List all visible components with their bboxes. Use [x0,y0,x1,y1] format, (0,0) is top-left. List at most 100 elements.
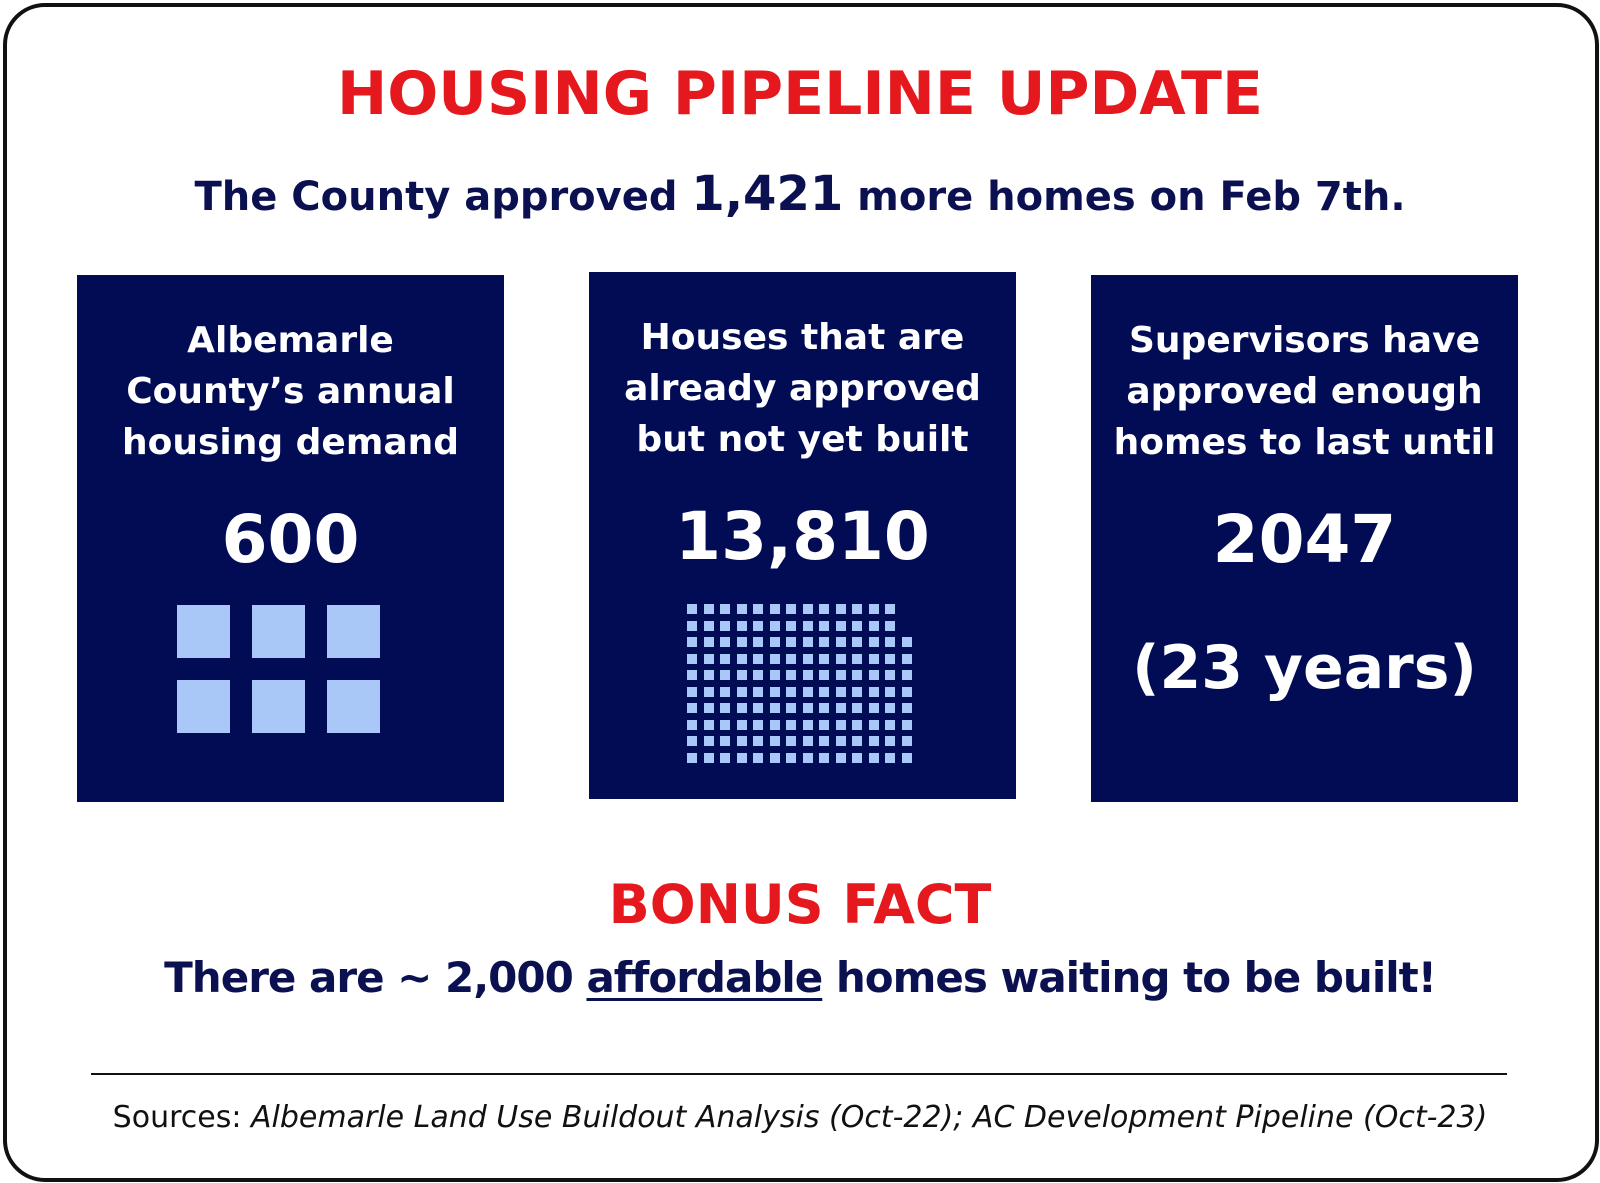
house-unit-icon [885,637,895,647]
house-unit-icon [835,703,846,713]
house-unit-icon [802,653,813,664]
house-unit-icon [835,604,846,614]
house-unit-icon [819,670,829,680]
house-unit-icon [703,752,714,763]
house-unit-icon [852,620,862,631]
house-unit-icon [703,604,714,614]
house-unit-icon [852,686,862,697]
house-unit-icon [736,637,747,647]
house-unit-icon [687,752,697,763]
house-unit-icon [753,620,763,631]
house-unit-icon [835,686,846,697]
house-unit-icon [819,604,829,614]
house-unit-icon [802,736,813,746]
house-unit-icon [252,605,305,658]
house-unit-icon [885,604,895,614]
house-unit-icon [802,752,813,763]
approved-count: 1,421 [691,166,844,222]
house-unit-icon [835,637,846,647]
house-unit-icon [177,605,230,658]
subhead-after: more homes on Feb 7th. [843,174,1406,220]
house-unit-icon [786,752,796,763]
house-unit-icon [835,752,846,763]
house-unit-icon [769,686,780,697]
house-unit-icon [720,703,730,713]
house-unit-icon [252,680,305,733]
house-unit-icon [868,620,879,631]
house-unit-icon [901,653,912,664]
house-unit-icon [753,637,763,647]
house-unit-icon [769,736,780,746]
house-unit-icon [769,653,780,664]
house-unit-icon [852,719,862,730]
house-unit-icon [720,653,730,664]
house-unit-icon [703,719,714,730]
house-unit-icon [885,719,895,730]
headline: HOUSING PIPELINE UPDATE [337,59,1263,129]
house-unit-icon [835,719,846,730]
house-unit-icon [802,637,813,647]
house-unit-icon [901,703,912,713]
house-unit-icon [885,620,895,631]
house-unit-icon [885,686,895,697]
divider [91,1073,1507,1075]
house-unit-icon [852,670,862,680]
house-unit-icon [736,670,747,680]
annual-demand-card: Albemarle County’s annual housing demand… [77,275,504,802]
supply-horizon-card: Supervisors have approved enough homes t… [1091,275,1518,802]
house-unit-icon [786,719,796,730]
house-unit-icon [687,637,697,647]
house-unit-icon [885,752,895,763]
house-unit-icon [868,604,879,614]
house-unit-icon [868,719,879,730]
house-unit-icon [835,670,846,680]
house-unit-icon [819,752,829,763]
house-unit-icon [786,620,796,631]
house-unit-icon [901,637,912,647]
house-unit-icon [753,653,763,664]
house-unit-icon [769,670,780,680]
house-unit-icon [885,703,895,713]
house-unit-icon [703,653,714,664]
house-unit-icon [868,686,879,697]
house-unit-icon [720,686,730,697]
house-unit-icon [769,620,780,631]
house-unit-icon [736,686,747,697]
house-unit-icon [819,620,829,631]
house-unit-icon [852,653,862,664]
house-unit-icon [687,604,697,614]
house-unit-icon [753,736,763,746]
house-unit-icon [736,703,747,713]
house-unit-icon [687,719,697,730]
house-unit-icon [786,637,796,647]
bonus-before: There are ~ 2,000 [164,953,587,1002]
house-unit-icon [736,653,747,664]
house-unit-icon [177,680,230,733]
house-unit-icon [835,653,846,664]
annual-demand-label: Albemarle County’s annual housing demand [121,320,460,463]
house-unit-icon [868,736,879,746]
house-unit-icon [885,736,895,746]
house-unit-icon [736,752,747,763]
house-unit-icon [819,653,829,664]
supply-horizon-label: Supervisors have approved enough homes t… [1113,320,1496,463]
house-unit-icon [852,703,862,713]
house-unit-icon [769,604,780,614]
bonus-after: homes waiting to be built! [822,953,1437,1002]
supply-horizon-year: 2047 [1212,501,1397,578]
house-unit-icon [852,736,862,746]
house-unit-icon [885,653,895,664]
house-unit-icon [687,686,697,697]
house-unit-icon [802,703,813,713]
house-unit-icon [852,604,862,614]
house-unit-icon [901,686,912,697]
approved-house-icons [687,604,917,774]
house-unit-icon [852,637,862,647]
house-unit-icon [835,620,846,631]
house-unit-icon [769,703,780,713]
house-unit-icon [802,719,813,730]
annual-demand-value: 600 [221,501,360,578]
sources-prefix: Sources: [112,1100,251,1135]
house-unit-icon [736,719,747,730]
house-unit-icon [720,719,730,730]
